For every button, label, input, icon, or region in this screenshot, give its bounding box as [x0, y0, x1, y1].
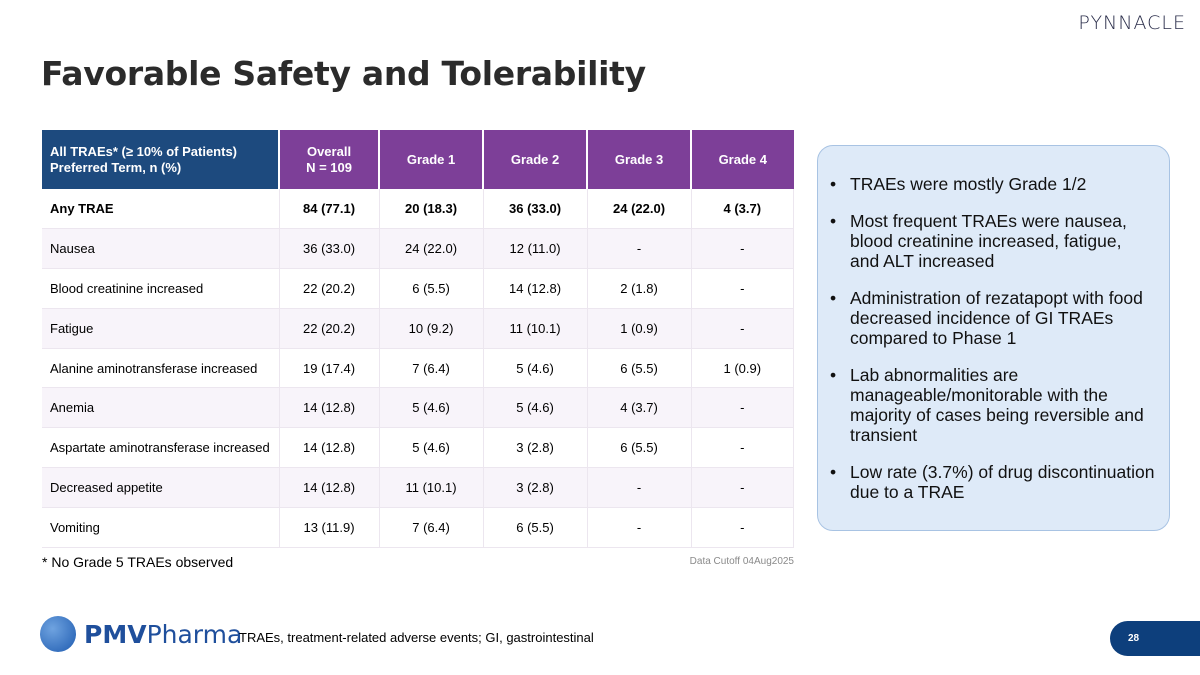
table-row: Anemia 14 (12.8) 5 (4.6) 5 (4.6) 4 (3.7) - — [42, 387, 795, 429]
header-grade-1: Grade 1 — [379, 130, 485, 189]
header-grade-4: Grade 4 — [691, 130, 794, 189]
cell-value: - — [587, 467, 692, 508]
cell-value: - — [691, 228, 795, 270]
cell-value: 12 (11.0) — [483, 228, 588, 270]
cell-value: 6 (5.5) — [379, 268, 484, 309]
pynnacle-logo: PYNNACLE — [1078, 12, 1186, 34]
table-row: Vomiting 13 (11.9) 7 (6.4) 6 (5.5) - - — [42, 507, 795, 548]
cell-value: 5 (4.6) — [483, 387, 588, 429]
cell-value: - — [691, 387, 795, 429]
callout-bullet: TRAEs were mostly Grade 1/2 — [830, 174, 1155, 194]
cell-term: Any TRAE — [42, 189, 280, 230]
cell-value: 5 (4.6) — [379, 387, 484, 429]
cell-value: - — [691, 308, 795, 349]
cell-term: Vomiting — [42, 507, 280, 548]
table-header-row: All TRAEs* (≥ 10% of Patients) Preferred … — [42, 130, 794, 189]
cell-value: 3 (2.8) — [483, 427, 588, 469]
cell-value: - — [587, 228, 692, 270]
logo-bold: PMV — [84, 619, 147, 649]
data-cutoff: Data Cutoff 04Aug2025 — [689, 556, 794, 567]
cell-value: 6 (5.5) — [587, 427, 692, 469]
table-row: Any TRAE 84 (77.1) 20 (18.3) 36 (33.0) 24 (2… — [42, 189, 795, 230]
cell-value: 11 (10.1) — [379, 467, 484, 508]
callout-bullet: Low rate (3.7%) of drug discontinuation … — [830, 462, 1155, 502]
cell-value: 7 (6.4) — [379, 348, 484, 389]
cell-value: 3 (2.8) — [483, 467, 588, 508]
cell-value: - — [691, 467, 795, 508]
cell-value: 6 (5.5) — [483, 507, 588, 548]
callout-bullet: Administration of rezatapopt with food d… — [830, 288, 1155, 348]
cell-value: 19 (17.4) — [279, 348, 380, 389]
header-grade-3: Grade 3 — [587, 130, 693, 189]
cell-term: Nausea — [42, 228, 280, 270]
cell-value: 10 (9.2) — [379, 308, 484, 349]
cell-value: 36 (33.0) — [279, 228, 380, 270]
cell-value: 24 (22.0) — [587, 189, 692, 230]
cell-term: Fatigue — [42, 308, 280, 349]
header-term-line1: All TRAEs* (≥ 10% of Patients) — [50, 143, 238, 159]
key-findings-callout: TRAEs were mostly Grade 1/2 Most frequent… — [817, 145, 1170, 531]
table-row: Fatigue 22 (20.2) 10 (9.2) 11 (10.1) 1 (0.9)… — [42, 308, 795, 349]
cell-value: 5 (4.6) — [483, 348, 588, 389]
abbreviations: TRAEs, treatment-related adverse events;… — [239, 630, 594, 645]
cell-value: - — [691, 507, 795, 548]
table-row: Nausea 36 (33.0) 24 (22.0) 12 (11.0) - - — [42, 228, 795, 270]
trae-table: All TRAEs* (≥ 10% of Patients) Preferred … — [42, 130, 795, 548]
cell-value: 4 (3.7) — [691, 189, 795, 230]
cell-value: 36 (33.0) — [483, 189, 588, 230]
cell-value: 7 (6.4) — [379, 507, 484, 548]
cell-value: 20 (18.3) — [379, 189, 484, 230]
header-overall-line2: N = 109 — [306, 159, 352, 175]
cell-value: 14 (12.8) — [279, 387, 380, 429]
cell-value: - — [587, 507, 692, 548]
dna-logo-icon — [40, 616, 76, 652]
cell-term: Blood creatinine increased — [42, 268, 280, 309]
cell-term: Alanine aminotransferase increased — [42, 348, 280, 389]
page-title: Favorable Safety and Tolerability — [41, 54, 646, 93]
header-term-line2: Preferred Term, n (%) — [50, 159, 182, 175]
cell-value: 1 (0.9) — [691, 348, 795, 389]
cell-value: 22 (20.2) — [279, 268, 380, 309]
table-row: Decreased appetite 14 (12.8) 11 (10.1) 3 (2… — [42, 467, 795, 508]
table-row: Alanine aminotransferase increased 19 (17… — [42, 348, 795, 389]
page-number: 28 — [1110, 621, 1200, 656]
cell-value: - — [691, 427, 795, 469]
callout-bullet: Most frequent TRAEs were nausea, blood c… — [830, 211, 1155, 271]
header-overall: Overall N = 109 — [279, 130, 381, 189]
cell-term: Aspartate aminotransferase increased — [42, 427, 280, 469]
header-grade-2: Grade 2 — [483, 130, 589, 189]
table-row: Blood creatinine increased 22 (20.2) 6 (5.… — [42, 268, 795, 309]
logo-light: Pharma — [146, 619, 243, 649]
callout-bullet: Lab abnormalities are manageable/monitor… — [830, 365, 1155, 445]
cell-value: 1 (0.9) — [587, 308, 692, 349]
cell-value: 84 (77.1) — [279, 189, 380, 230]
cell-value: 22 (20.2) — [279, 308, 380, 349]
cell-value: 14 (12.8) — [483, 268, 588, 309]
header-term: All TRAEs* (≥ 10% of Patients) Preferred … — [42, 130, 280, 189]
footnote: * No Grade 5 TRAEs observed — [42, 554, 234, 570]
cell-value: 24 (22.0) — [379, 228, 484, 270]
cell-value: 13 (11.9) — [279, 507, 380, 548]
cell-term: Decreased appetite — [42, 467, 280, 508]
cell-term: Anemia — [42, 387, 280, 429]
cell-value: - — [691, 268, 795, 309]
cell-value: 2 (1.8) — [587, 268, 692, 309]
cell-value: 11 (10.1) — [483, 308, 588, 349]
cell-value: 14 (12.8) — [279, 427, 380, 469]
pmv-pharma-logo: PMVPharma — [40, 616, 242, 652]
cell-value: 14 (12.8) — [279, 467, 380, 508]
cell-value: 4 (3.7) — [587, 387, 692, 429]
cell-value: 6 (5.5) — [587, 348, 692, 389]
cell-value: 5 (4.6) — [379, 427, 484, 469]
header-overall-line1: Overall — [306, 143, 352, 159]
table-row: Aspartate aminotransferase increased 14 (… — [42, 427, 795, 469]
